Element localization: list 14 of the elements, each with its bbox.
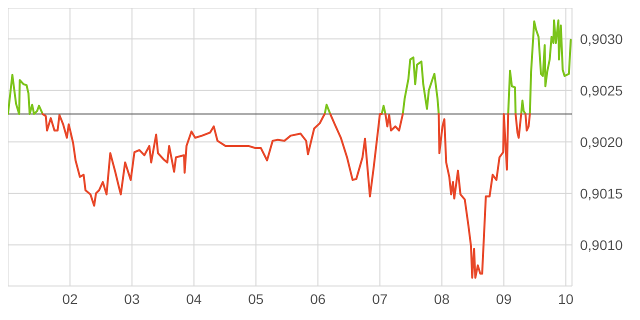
y-tick-label: 0,9025 <box>580 82 624 98</box>
x-tick-label: 07 <box>372 290 388 307</box>
y-tick-label: 0,9015 <box>580 185 624 202</box>
x-tick-label: 09 <box>496 290 512 307</box>
x-tick-label: 10 <box>558 290 574 307</box>
x-tick-label: 03 <box>124 290 140 307</box>
x-tick-label: 05 <box>248 290 264 307</box>
x-tick-label: 08 <box>434 290 450 307</box>
y-tick-label: 0,9010 <box>580 236 624 253</box>
x-tick-label: 04 <box>186 290 202 307</box>
x-tick-label: 06 <box>310 290 326 307</box>
y-tick-label: 0,9020 <box>580 134 624 150</box>
x-tick-label: 02 <box>62 290 78 307</box>
y-tick-label: 0,9030 <box>580 30 624 47</box>
